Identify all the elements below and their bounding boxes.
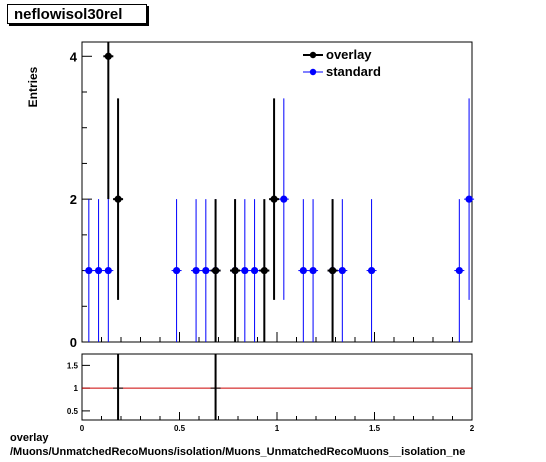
- main-frame: [81, 41, 473, 343]
- y-tick-label: 0: [70, 335, 77, 350]
- legend-marker-overlay: [309, 51, 317, 59]
- ratio-axes: 0.511.50 0.5 1 1.5 2: [67, 361, 475, 433]
- standard-point: [192, 266, 200, 275]
- legend-label-overlay: overlay: [326, 47, 372, 62]
- standard-point: [309, 266, 317, 275]
- standard-point: [104, 266, 112, 275]
- overlay-point: [104, 52, 112, 60]
- footer-label: overlay: [10, 432, 49, 444]
- main-y-axis: 0 2 4: [70, 49, 473, 350]
- standard-point: [202, 266, 210, 275]
- ratio-x-tick-label: 2: [470, 424, 475, 433]
- ratio-x-tick-label: 0: [80, 424, 85, 433]
- y-tick-label: 2: [70, 192, 77, 207]
- overlay-point: [260, 266, 268, 275]
- ratio-x-tick-label: 0.5: [174, 424, 186, 433]
- ratio-data: [113, 354, 221, 420]
- y-axis-label: Entries: [26, 66, 40, 107]
- standard-point: [338, 266, 346, 275]
- ratio-x-tick-label: 1: [275, 424, 280, 433]
- standard-point: [367, 266, 376, 275]
- footer-path: /Muons/UnmatchedRecoMuons/isolation/Muon…: [10, 446, 466, 458]
- standard-point: [94, 266, 103, 275]
- main-data: [83, 42, 475, 342]
- ratio-frame: [81, 353, 473, 421]
- legend-marker-standard: [309, 68, 317, 76]
- standard-point: [172, 266, 181, 275]
- ratio-y-tick-label: 1.5: [67, 361, 79, 370]
- histogram-title: neflowisol30rel: [7, 4, 147, 24]
- overlay-point: [211, 266, 220, 275]
- ratio-x-tick-label: 1.5: [369, 424, 381, 433]
- standard-point: [280, 195, 288, 203]
- overlay-point: [114, 195, 122, 203]
- overlay-point: [270, 195, 278, 203]
- standard-point: [250, 266, 259, 275]
- standard-point: [465, 195, 473, 203]
- standard-point: [241, 266, 249, 275]
- overlay-point: [231, 266, 239, 275]
- standard-point: [455, 266, 463, 275]
- y-tick-label: 4: [70, 49, 78, 64]
- legend: overlay standard: [303, 47, 381, 79]
- ratio-y-tick-label: 0.5: [67, 407, 79, 416]
- standard-point: [299, 266, 307, 275]
- overlay-point: [328, 266, 337, 275]
- ratio-y-tick-label: 1: [74, 384, 79, 393]
- standard-point: [85, 266, 93, 275]
- legend-label-standard: standard: [326, 64, 381, 79]
